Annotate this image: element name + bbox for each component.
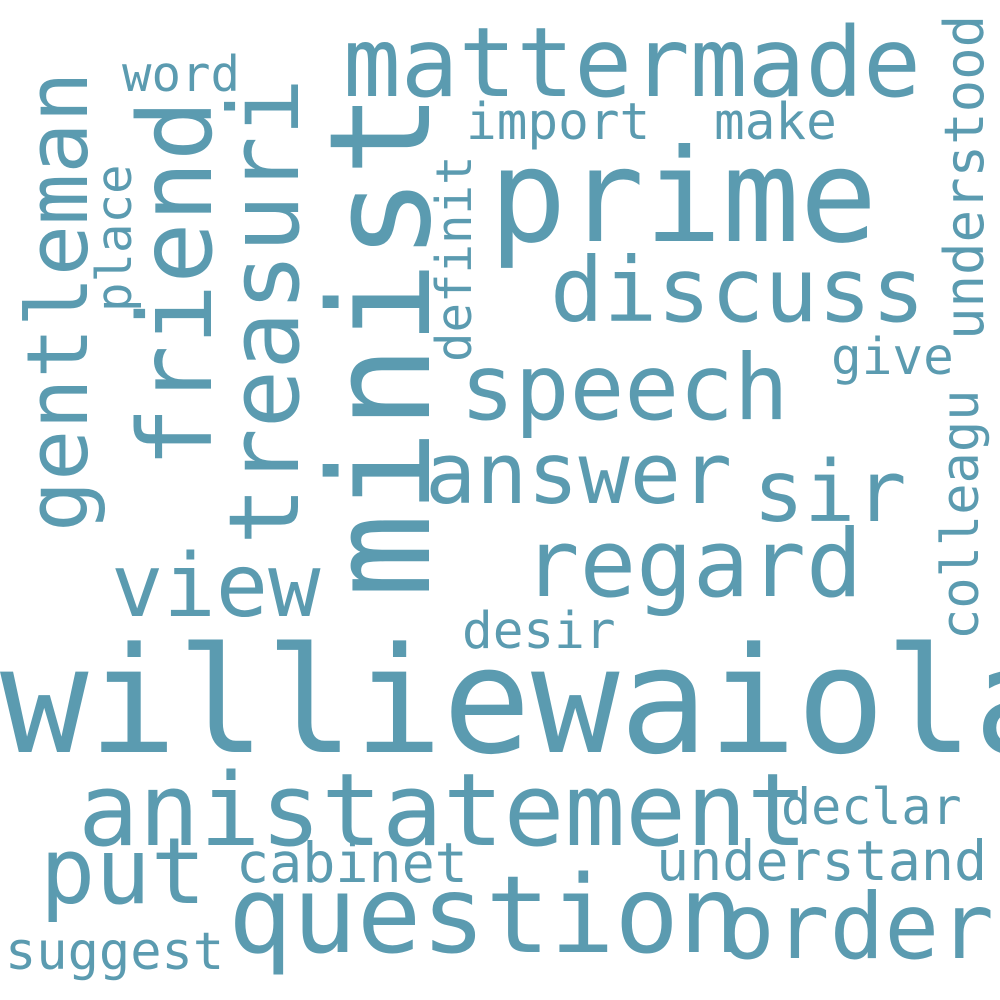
word-desir: desir xyxy=(462,602,616,661)
word-williewaiola: williewaiola xyxy=(0,616,1000,787)
word-place: place xyxy=(86,164,143,312)
word-put: put xyxy=(40,818,207,925)
word-word: word xyxy=(122,46,241,103)
word-regard: regard xyxy=(523,510,863,619)
word-suggest: suggest xyxy=(5,922,225,982)
word-declar: declar xyxy=(781,778,962,836)
word-mattermade: mattermade xyxy=(343,7,921,119)
word-discuss: discuss xyxy=(550,238,926,342)
word-treasuri: treasuri xyxy=(208,77,321,545)
word-import: import xyxy=(466,93,651,152)
word-understood: understood xyxy=(933,14,996,340)
word-make: make xyxy=(714,93,837,152)
word-order: order xyxy=(720,875,994,980)
word-view: view xyxy=(111,535,321,637)
word-colleagu: colleagu xyxy=(931,389,991,640)
word-prime: prime xyxy=(489,122,878,272)
word-anistatement: anistatement xyxy=(78,751,808,869)
word-definit: definit xyxy=(426,155,483,362)
word-answer: answer xyxy=(425,425,733,524)
word-speech: speech xyxy=(460,336,789,441)
word-sir: sir xyxy=(753,443,907,542)
word-question: question xyxy=(228,854,744,978)
word-understand: understand xyxy=(656,829,988,893)
word-cabinet: cabinet xyxy=(236,831,468,895)
word-give: give xyxy=(831,328,954,387)
